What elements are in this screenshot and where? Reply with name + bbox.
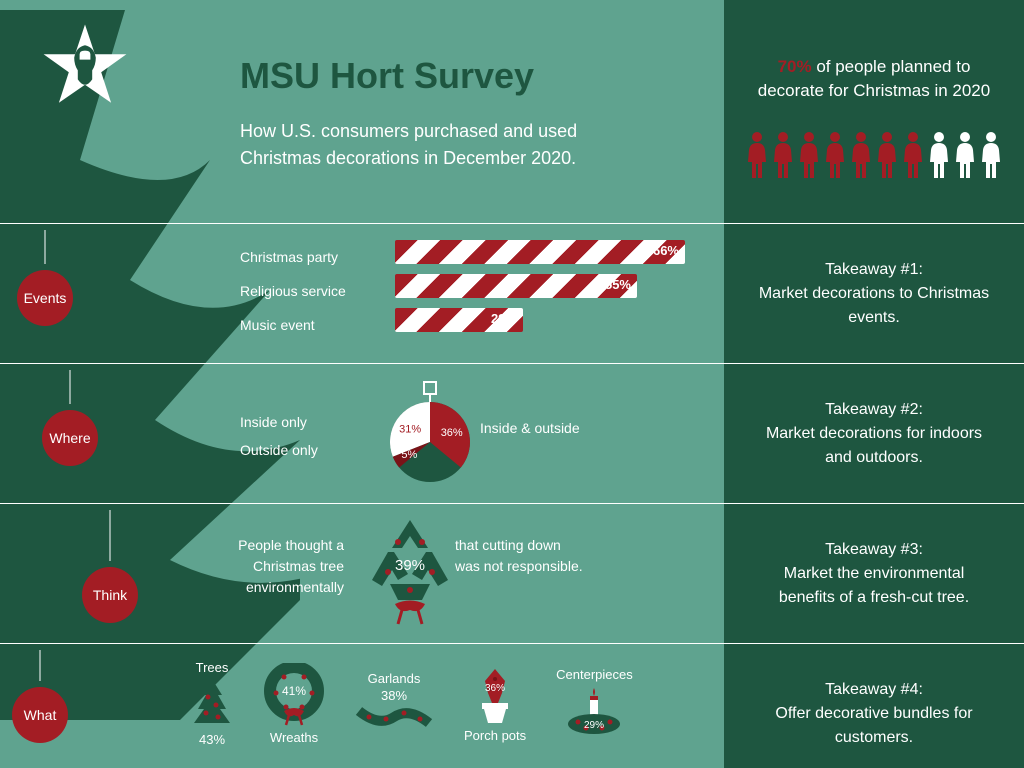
what-item-garlands: Garlands 38% <box>354 671 434 736</box>
person-icon <box>796 130 822 180</box>
bar-value: 66% <box>653 243 679 258</box>
what-pct-garlands: 38% <box>354 688 434 703</box>
takeaway-4-title: Takeaway #4: <box>754 678 994 702</box>
events-bar-labels: Christmas party Religious service Music … <box>240 240 346 342</box>
takeaway-2-text: Market decorations for indoors and outdo… <box>754 422 994 470</box>
takeaway-1-title: Takeaway #1: <box>754 258 994 282</box>
event-bar: 66% <box>395 240 685 264</box>
takeaway-3-text: Market the environmental benefits of a f… <box>754 562 994 610</box>
ornament-where: Where <box>30 370 110 470</box>
person-icon <box>874 130 900 180</box>
person-icon <box>848 130 874 180</box>
where-labels-left: Inside only Outside only <box>240 408 318 464</box>
porch-pot-icon: 36% <box>470 665 520 725</box>
bar-value: 29% <box>491 311 517 326</box>
ornament-what: What <box>0 650 80 750</box>
svg-text:29%: 29% <box>584 720 604 731</box>
what-item-centerpieces: Centerpieces 29% <box>556 667 633 741</box>
person-icon <box>978 130 1004 180</box>
what-label-porchpots: Porch pots <box>464 728 526 743</box>
bar-label-1: Religious service <box>240 274 346 308</box>
svg-text:39%: 39% <box>395 557 425 574</box>
bar-label-0: Christmas party <box>240 240 346 274</box>
svg-text:Think: Think <box>93 587 128 603</box>
pie-slice-label: 36% <box>441 427 463 439</box>
garland-icon <box>354 703 434 733</box>
svg-text:Where: Where <box>49 430 90 446</box>
svg-text:36%: 36% <box>485 683 505 694</box>
where-label-both: Inside & outside <box>480 420 580 436</box>
what-item-trees: Trees 43% <box>190 660 234 747</box>
bar-value: 55% <box>605 277 631 292</box>
pie-slice-label: 5% <box>401 449 417 461</box>
what-items-row: Trees 43% 41% Wreaths Garlands 38% 36% P… <box>190 660 633 747</box>
what-pct-trees: 43% <box>190 732 234 747</box>
header-stat: 70% of people planned to decorate for Ch… <box>754 55 994 103</box>
where-label-inside: Inside only <box>240 408 318 436</box>
page-title: MSU Hort Survey <box>240 55 534 97</box>
svg-text:41%: 41% <box>282 684 306 698</box>
what-label-garlands: Garlands <box>354 671 434 686</box>
person-icon <box>926 130 952 180</box>
event-bar: 29% <box>395 308 523 332</box>
ornament-think: Think <box>70 510 150 630</box>
pie-slice-label: 31% <box>399 424 421 436</box>
takeaway-4-text: Offer decorative bundles for customers. <box>754 702 994 750</box>
think-text-left: People thought a Christmas tree environm… <box>214 535 344 598</box>
svg-text:Events: Events <box>24 290 67 306</box>
takeaway-3-title: Takeaway #3: <box>754 538 994 562</box>
what-item-wreaths: 41% Wreaths <box>264 663 324 745</box>
where-pie-chart: 31% 36% 5% <box>380 380 480 500</box>
bar-label-2: Music event <box>240 308 346 342</box>
ornament-events: Events <box>5 230 85 330</box>
person-icon <box>900 130 926 180</box>
star-icon <box>40 20 130 110</box>
wreath-icon: 41% <box>264 663 324 727</box>
person-icon <box>952 130 978 180</box>
takeaway-3: Takeaway #3: Market the environmental be… <box>754 538 994 610</box>
recycle-icon: 39% <box>360 512 460 632</box>
people-pictogram <box>744 130 1004 180</box>
takeaway-1: Takeaway #1: Market decorations to Chris… <box>754 258 994 330</box>
person-icon <box>770 130 796 180</box>
page-subtitle: How U.S. consumers purchased and used Ch… <box>240 118 620 172</box>
person-icon <box>822 130 848 180</box>
events-bars: 66% 55% 29% <box>395 240 685 342</box>
tree-icon <box>190 675 234 727</box>
what-item-porchpots: 36% Porch pots <box>464 665 526 743</box>
takeaway-4: Takeaway #4: Offer decorative bundles fo… <box>754 678 994 750</box>
where-label-outside: Outside only <box>240 436 318 464</box>
think-text-right: that cutting down was not responsible. <box>455 535 585 577</box>
header-stat-pct: 70% <box>778 57 812 76</box>
what-label-wreaths: Wreaths <box>264 730 324 745</box>
event-bar: 55% <box>395 274 637 298</box>
centerpiece-icon: 29% <box>564 682 624 738</box>
what-label-centerpieces: Centerpieces <box>556 667 633 682</box>
takeaway-2-title: Takeaway #2: <box>754 398 994 422</box>
takeaway-2: Takeaway #2: Market decorations for indo… <box>754 398 994 470</box>
svg-text:What: What <box>24 707 57 723</box>
person-icon <box>744 130 770 180</box>
what-label-trees: Trees <box>190 660 234 675</box>
takeaway-1-text: Market decorations to Christmas events. <box>754 282 994 330</box>
